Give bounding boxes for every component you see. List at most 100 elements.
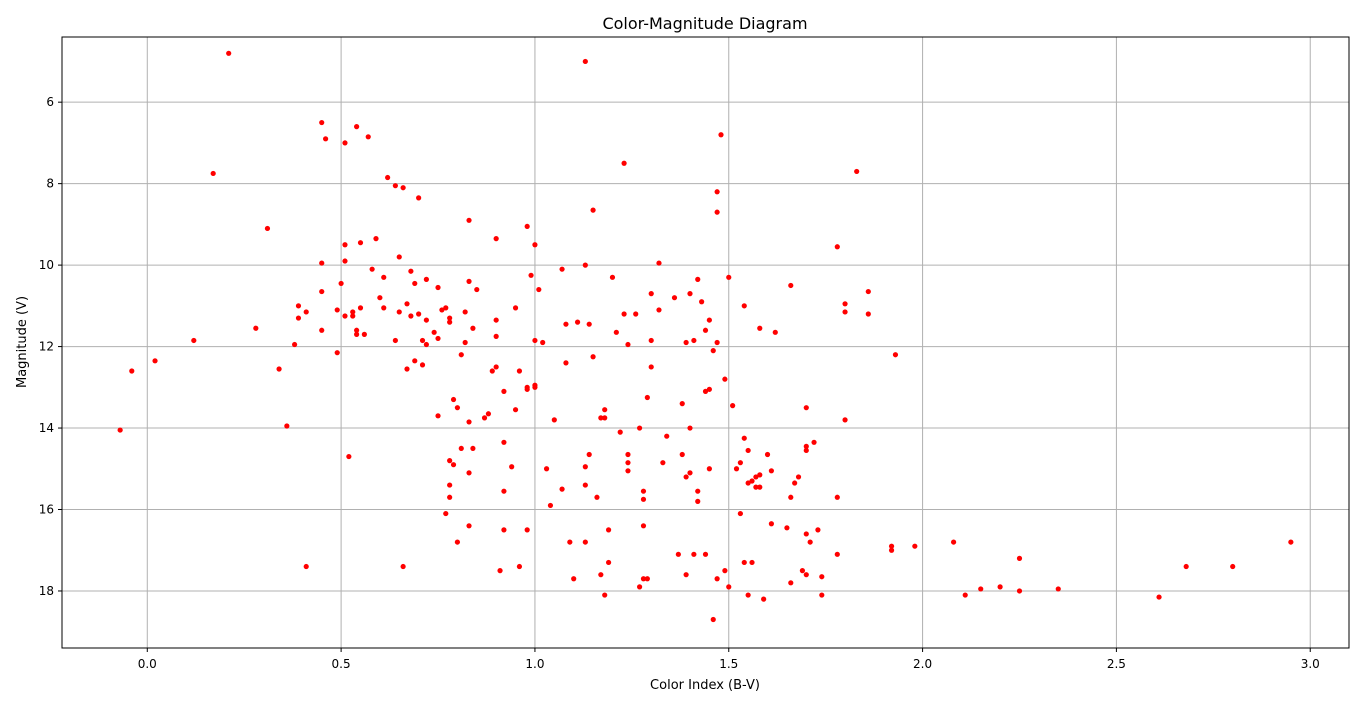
data-point <box>648 291 654 297</box>
data-point <box>447 482 453 488</box>
data-point <box>466 217 472 223</box>
data-point <box>625 451 631 458</box>
data-point <box>582 482 588 488</box>
data-point <box>447 458 453 464</box>
data-point <box>536 286 542 293</box>
y-tick-label: 18 <box>39 584 54 598</box>
data-point <box>276 366 282 372</box>
data-point <box>524 223 530 230</box>
data-point <box>1016 555 1023 561</box>
data-point <box>640 496 647 502</box>
data-point <box>466 278 472 284</box>
data-point <box>741 303 747 309</box>
data-point <box>695 276 701 282</box>
data-point <box>613 329 619 335</box>
data-point <box>679 451 685 458</box>
data-point <box>702 327 709 333</box>
data-point <box>962 592 968 598</box>
data-point <box>656 307 662 313</box>
data-point <box>357 240 364 246</box>
data-point <box>1230 563 1236 570</box>
data-point <box>408 313 414 319</box>
data-point <box>470 325 476 331</box>
data-point <box>571 576 577 582</box>
data-point <box>392 337 398 344</box>
data-point <box>683 572 689 578</box>
data-point <box>559 266 565 272</box>
data-point <box>636 425 643 431</box>
data-point <box>722 568 728 574</box>
data-point <box>803 531 809 537</box>
data-point <box>710 616 716 623</box>
plot-area-frame <box>61 36 1350 649</box>
data-point <box>474 286 480 293</box>
data-point <box>404 366 410 372</box>
data-points <box>117 50 1294 623</box>
data-point <box>854 168 860 175</box>
data-point <box>795 474 802 480</box>
data-point <box>683 339 689 346</box>
data-point <box>431 329 437 335</box>
data-point <box>865 288 871 295</box>
data-point <box>396 254 402 260</box>
data-point <box>691 337 697 344</box>
data-point <box>892 352 899 358</box>
data-point <box>400 185 406 191</box>
data-point <box>466 523 472 529</box>
data-point <box>551 417 557 423</box>
data-point <box>636 584 643 590</box>
data-point <box>435 284 441 291</box>
data-point <box>660 460 666 466</box>
data-point <box>435 413 441 419</box>
data-point <box>644 394 650 401</box>
x-tick-label: 2.5 <box>1107 657 1126 671</box>
data-point <box>264 225 271 232</box>
data-point <box>493 364 499 370</box>
data-point <box>392 183 398 189</box>
data-point <box>633 311 639 317</box>
data-point <box>443 305 449 311</box>
data-point <box>834 551 840 557</box>
data-point <box>714 189 720 195</box>
data-point <box>334 350 340 356</box>
data-point <box>152 358 158 364</box>
data-point <box>501 527 507 533</box>
data-point <box>784 525 790 531</box>
data-point <box>737 460 743 466</box>
data-point <box>365 134 371 140</box>
data-point <box>710 348 716 354</box>
data-point <box>357 305 364 311</box>
y-tick-label: 10 <box>39 258 54 272</box>
x-tick-label: 1.5 <box>719 657 738 671</box>
data-point <box>381 274 387 280</box>
data-point <box>408 268 414 274</box>
data-point <box>1156 594 1162 600</box>
data-point <box>323 136 329 142</box>
data-point <box>772 329 778 335</box>
data-point <box>640 523 647 529</box>
data-point <box>447 319 453 325</box>
data-point <box>226 50 232 56</box>
data-point <box>602 415 608 421</box>
data-point <box>768 468 775 474</box>
y-axis-ticks: 6 8 10 12 14 16 18 <box>39 95 62 598</box>
data-point <box>319 327 325 333</box>
data-point <box>291 341 298 348</box>
data-point <box>722 376 728 382</box>
data-point <box>458 445 464 452</box>
data-point <box>625 468 631 474</box>
data-point <box>741 559 747 566</box>
data-point <box>540 339 546 346</box>
data-point <box>679 401 685 407</box>
data-point <box>547 502 554 509</box>
data-point <box>811 439 817 445</box>
data-point <box>501 439 507 445</box>
data-point <box>714 576 720 582</box>
data-point <box>303 309 309 315</box>
data-point <box>582 58 588 65</box>
data-point <box>888 547 895 553</box>
data-point <box>706 466 712 472</box>
data-point <box>559 486 565 492</box>
data-point <box>761 596 767 602</box>
